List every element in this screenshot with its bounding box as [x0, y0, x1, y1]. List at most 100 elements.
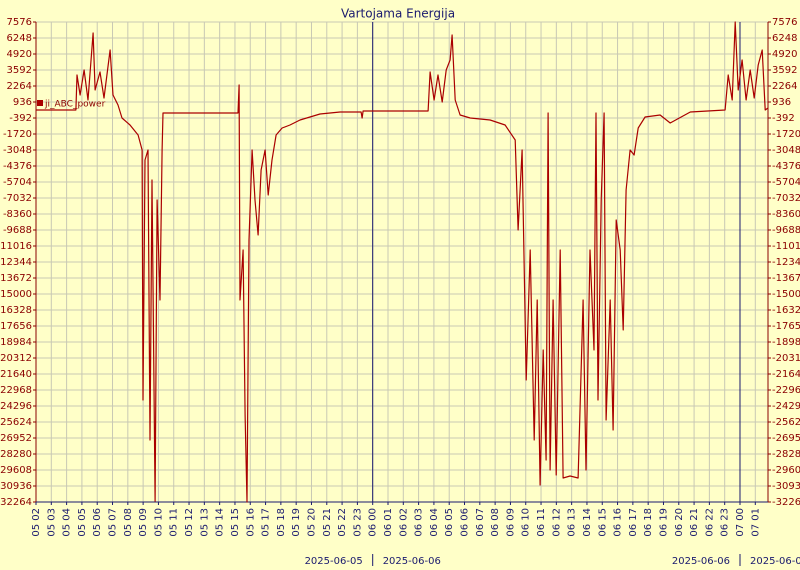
y-tick-label: -1720 [3, 129, 32, 140]
x-tick-label: 05 18 [276, 508, 287, 537]
x-tick-label: 06 09 [505, 508, 516, 537]
y2-tick-label: 6248 [772, 33, 797, 44]
x-tick-label: 05 15 [230, 508, 241, 537]
chart-title: Vartojama Energija [341, 7, 455, 21]
legend-swatch [37, 100, 43, 106]
x-tick-label: 06 01 [383, 508, 394, 537]
y-tick-label: -4376 [3, 161, 32, 172]
y2-tick-label: 2264 [772, 81, 797, 92]
x-tick-label: 05 08 [123, 508, 134, 537]
y-tick-label: -24296 [0, 401, 32, 412]
y2-tick-label: -25624 [772, 417, 800, 428]
legend-label: ji_ABC_power [44, 100, 106, 110]
x-tick-label: 05 23 [352, 508, 363, 537]
x-tick-label: 05 03 [46, 508, 57, 537]
x-tick-label: 05 04 [62, 508, 73, 537]
x-tick-label: 06 22 [704, 508, 715, 537]
y-tick-label: -13672 [0, 273, 32, 284]
date-label: 2025-06-06 [383, 556, 441, 567]
x-tick-label: 06 05 [444, 508, 455, 537]
x-tick-label: 07 00 [735, 508, 746, 537]
y2-tick-label: -28280 [772, 449, 800, 460]
y-tick-label: -28280 [0, 449, 32, 460]
y-tick-label: -18984 [0, 337, 32, 348]
y2-tick-label: -3048 [772, 145, 800, 156]
y2-tick-label: -392 [772, 113, 795, 124]
y2-tick-label: -18984 [772, 337, 800, 348]
x-tick-label: 05 02 [31, 508, 42, 537]
y2-tick-label: 7576 [772, 17, 797, 28]
y-tick-label: -11016 [0, 241, 32, 252]
x-tick-label: 06 14 [582, 508, 593, 537]
y2-tick-label: -20312 [772, 353, 800, 364]
x-tick-label: 06 19 [658, 508, 669, 537]
y-tick-label: -7032 [3, 193, 32, 204]
x-tick-label: 06 23 [720, 508, 731, 537]
y-tick-label: 3592 [7, 65, 32, 76]
y2-tick-label: -12344 [772, 257, 800, 268]
y-tick-label: -26952 [0, 433, 32, 444]
x-tick-label: 06 16 [613, 508, 624, 537]
y2-tick-label: -5704 [772, 177, 800, 188]
y-tick-label: -32264 [0, 497, 32, 508]
y2-tick-label: -15000 [772, 289, 800, 300]
y-tick-label: -17656 [0, 321, 32, 332]
y-tick-label: 4920 [7, 49, 32, 60]
x-tick-label: 05 21 [322, 508, 333, 537]
x-tick-label: 05 20 [306, 508, 317, 537]
x-tick-label: 05 12 [184, 508, 195, 537]
x-tick-label: 05 07 [108, 508, 119, 537]
y2-tick-label: -32264 [772, 497, 800, 508]
x-tick-label: 05 05 [77, 508, 88, 537]
y-tick-label: 936 [13, 97, 32, 108]
y-tick-label: -3048 [3, 145, 32, 156]
x-tick-label: 05 11 [169, 508, 180, 537]
y2-tick-label: -29608 [772, 465, 800, 476]
y2-tick-label: 936 [772, 97, 791, 108]
y-tick-label: -5704 [3, 177, 32, 188]
y2-tick-label: -30936 [772, 481, 800, 492]
y-tick-label: -15000 [0, 289, 32, 300]
y-tick-label: -30936 [0, 481, 32, 492]
x-tick-label: 06 12 [551, 508, 562, 537]
y-tick-label: 7576 [7, 17, 32, 28]
x-tick-label: 06 20 [674, 508, 685, 537]
x-tick-label: 05 22 [337, 508, 348, 537]
y2-tick-label: -17656 [772, 321, 800, 332]
x-tick-label: 05 13 [199, 508, 210, 537]
x-tick-label: 06 04 [429, 508, 440, 537]
y-tick-label: 6248 [7, 33, 32, 44]
x-tick-label: 06 03 [414, 508, 425, 537]
x-tick-label: 06 11 [536, 508, 547, 537]
x-tick-label: 05 16 [245, 508, 256, 537]
y-tick-label: -21640 [0, 369, 32, 380]
x-tick-label: 06 13 [567, 508, 578, 537]
x-tick-label: 06 21 [689, 508, 700, 537]
y2-tick-label: -24296 [772, 401, 800, 412]
x-tick-label: 06 15 [597, 508, 608, 537]
x-tick-label: 06 18 [643, 508, 654, 537]
x-tick-label: 06 10 [521, 508, 532, 537]
x-tick-label: 06 07 [475, 508, 486, 537]
y2-tick-label: -21640 [772, 369, 800, 380]
x-tick-label: 06 02 [398, 508, 409, 537]
y-tick-label: -16328 [0, 305, 32, 316]
x-tick-label: 06 08 [490, 508, 501, 537]
y-tick-label: -12344 [0, 257, 32, 268]
y2-tick-label: -4376 [772, 161, 800, 172]
y2-tick-label: -16328 [772, 305, 800, 316]
y2-tick-label: -7032 [772, 193, 800, 204]
y-tick-label: -29608 [0, 465, 32, 476]
x-tick-label: 05 14 [215, 508, 226, 537]
x-tick-label: 05 09 [138, 508, 149, 537]
y2-tick-label: 3592 [772, 65, 797, 76]
y2-tick-label: -1720 [772, 129, 800, 140]
date-label: 2025-06-05 [305, 556, 363, 567]
x-tick-label: 05 19 [291, 508, 302, 537]
date-label: 2025-06-06 [672, 556, 730, 567]
x-tick-label: 06 17 [628, 508, 639, 537]
x-tick-label: 05 06 [92, 508, 103, 537]
x-tick-label: 06 00 [368, 508, 379, 537]
